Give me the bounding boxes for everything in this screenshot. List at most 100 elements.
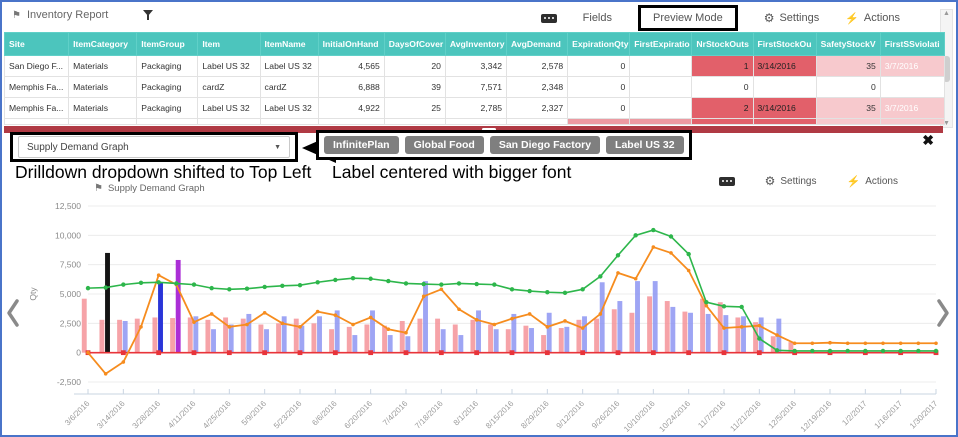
green-line-marker bbox=[138, 280, 144, 286]
green-line-marker bbox=[792, 348, 797, 354]
chevron-left-icon[interactable] bbox=[5, 298, 21, 328]
demand-bars-bar bbox=[505, 329, 511, 353]
orange-line-marker bbox=[439, 287, 444, 292]
demand-bars-bar bbox=[293, 318, 299, 353]
filter-icon[interactable] bbox=[142, 9, 154, 21]
column-header-firststockou[interactable]: FirstStockOu bbox=[752, 32, 817, 56]
table-cell bbox=[629, 55, 693, 77]
column-header-expirationqty[interactable]: ExpirationQty bbox=[567, 32, 631, 56]
fields-button[interactable]: Fields bbox=[582, 12, 612, 24]
green-line-marker bbox=[191, 282, 197, 287]
scrollbar-thumb[interactable] bbox=[943, 55, 950, 82]
keyboard-icon[interactable] bbox=[540, 13, 557, 23]
orange-line-marker bbox=[757, 323, 762, 328]
demand-bars-bar bbox=[664, 301, 670, 353]
supply-bars-bar bbox=[105, 252, 110, 353]
table-cell bbox=[506, 118, 569, 125]
breadcrumb-chip[interactable]: Label US 32 bbox=[606, 136, 684, 154]
scrollbar-handle[interactable] bbox=[482, 128, 496, 131]
breadcrumb-chip[interactable]: San Diego Factory bbox=[489, 136, 601, 154]
drilldown-dropdown[interactable]: Supply Demand Graph ▼ bbox=[18, 136, 290, 158]
demand-bars-bar bbox=[346, 326, 352, 353]
table-cell: Materials bbox=[68, 76, 138, 98]
table-row[interactable]: Memphis Fa... Materials Packaging cardZ card… bbox=[3, 76, 946, 98]
horizontal-scrollbar[interactable] bbox=[4, 126, 943, 133]
table-cell: Label US 32 bbox=[197, 97, 261, 119]
column-header-avginventory[interactable]: AvgInventory bbox=[444, 32, 508, 56]
table-cell: 2,785 bbox=[444, 97, 508, 119]
zero-line-marker bbox=[509, 350, 515, 356]
orange-line-marker bbox=[262, 310, 267, 315]
x-tick-label: 10/24/2016 bbox=[657, 399, 692, 434]
report-title: Inventory Report bbox=[26, 9, 109, 21]
green-line-marker bbox=[757, 336, 762, 341]
breadcrumb-chip[interactable]: Global Food bbox=[404, 136, 484, 154]
x-tick-label: 1/30/2017 bbox=[908, 399, 940, 431]
zero-line-marker bbox=[756, 350, 762, 356]
drilldown-dropdown-value: Supply Demand Graph bbox=[27, 141, 129, 153]
chart-actions-button[interactable]: ⚡ Actions bbox=[847, 175, 899, 188]
demand-bars-bar bbox=[452, 324, 458, 353]
dropdown-highlight-box: Supply Demand Graph ▼ bbox=[10, 132, 298, 162]
orange-line-marker bbox=[810, 341, 815, 346]
orange-line-marker bbox=[474, 318, 479, 322]
column-header-nrstockouts[interactable]: NrStockOuts bbox=[691, 32, 754, 56]
column-header-itemcategory[interactable]: ItemCategory bbox=[68, 32, 138, 56]
supply-bars-bar bbox=[705, 313, 711, 353]
orange-line-marker bbox=[457, 307, 461, 312]
table-cell bbox=[3, 118, 70, 125]
demand-bars-bar bbox=[470, 319, 476, 353]
green-line-marker bbox=[227, 287, 232, 292]
settings-button[interactable]: ⚙ Settings bbox=[764, 11, 820, 25]
green-line-marker bbox=[439, 282, 444, 287]
column-header-daysofcover[interactable]: DaysOfCover bbox=[383, 32, 446, 56]
supply-bars-bar bbox=[440, 329, 446, 353]
close-icon[interactable]: ✖ bbox=[922, 132, 934, 148]
green-line-marker bbox=[509, 287, 515, 292]
demand-bars-bar bbox=[382, 325, 388, 353]
column-header-item[interactable]: Item bbox=[197, 32, 261, 56]
preview-mode-button[interactable]: Preview Mode bbox=[638, 5, 738, 31]
orange-line-marker bbox=[669, 251, 673, 255]
green-line-marker bbox=[297, 283, 303, 288]
keyboard-icon[interactable] bbox=[718, 176, 735, 186]
demand-bars-bar bbox=[81, 298, 87, 353]
column-header-firstexpiratio[interactable]: FirstExpiratio bbox=[629, 32, 693, 56]
green-line-marker bbox=[774, 348, 780, 353]
green-line-marker bbox=[863, 348, 868, 354]
demand-bars-bar bbox=[223, 317, 229, 353]
x-tick-label: 6/20/2016 bbox=[343, 399, 375, 431]
column-header-itemname[interactable]: ItemName bbox=[259, 32, 319, 56]
orange-line-marker bbox=[792, 341, 797, 346]
breadcrumb-chip[interactable]: InfinitePlan bbox=[324, 136, 399, 154]
table-row[interactable]: Memphis Fa... Materials Packaging Label US … bbox=[3, 97, 946, 119]
column-header-initialonhand[interactable]: InitialOnHand bbox=[317, 32, 385, 56]
column-header-itemgroup[interactable]: ItemGroup bbox=[136, 32, 199, 56]
scroll-up-icon[interactable]: ▲ bbox=[943, 10, 950, 17]
chart-settings-button[interactable]: ⚙ Settings bbox=[765, 174, 817, 188]
column-header-avgdemand[interactable]: AvgDemand bbox=[506, 32, 569, 56]
supply-bars-bar bbox=[546, 312, 552, 353]
demand-bars-bar bbox=[558, 328, 564, 353]
table-cell: 3/7/2016 bbox=[879, 55, 946, 77]
scroll-down-icon[interactable]: ▼ bbox=[943, 120, 950, 127]
demand-bars-bar bbox=[788, 342, 794, 353]
column-header-site[interactable]: Site bbox=[3, 32, 70, 56]
table-cell: 0 bbox=[691, 76, 754, 98]
column-header-safetystockv[interactable]: SafetyStockV bbox=[815, 32, 881, 56]
table-cell: 2 bbox=[691, 97, 754, 119]
chevron-right-icon[interactable] bbox=[935, 298, 951, 328]
supply-bars-bar bbox=[511, 313, 517, 353]
x-tick-label: 3/28/2016 bbox=[131, 399, 163, 431]
column-header-firstssviolati[interactable]: FirstSSviolati bbox=[879, 32, 946, 56]
table-row[interactable]: San Diego F... Materials Packaging Label US… bbox=[3, 55, 946, 77]
zero-line-marker bbox=[191, 350, 197, 356]
y-tick-label: 7,500 bbox=[60, 260, 82, 270]
y-axis-label: Qty bbox=[28, 287, 38, 301]
supply-bars-bar bbox=[652, 281, 658, 353]
table-cell: 35 bbox=[815, 55, 881, 77]
bookmark-icon: ⚑ bbox=[94, 183, 103, 194]
actions-button[interactable]: ⚡ Actions bbox=[845, 12, 900, 25]
orange-line-marker bbox=[739, 325, 744, 329]
